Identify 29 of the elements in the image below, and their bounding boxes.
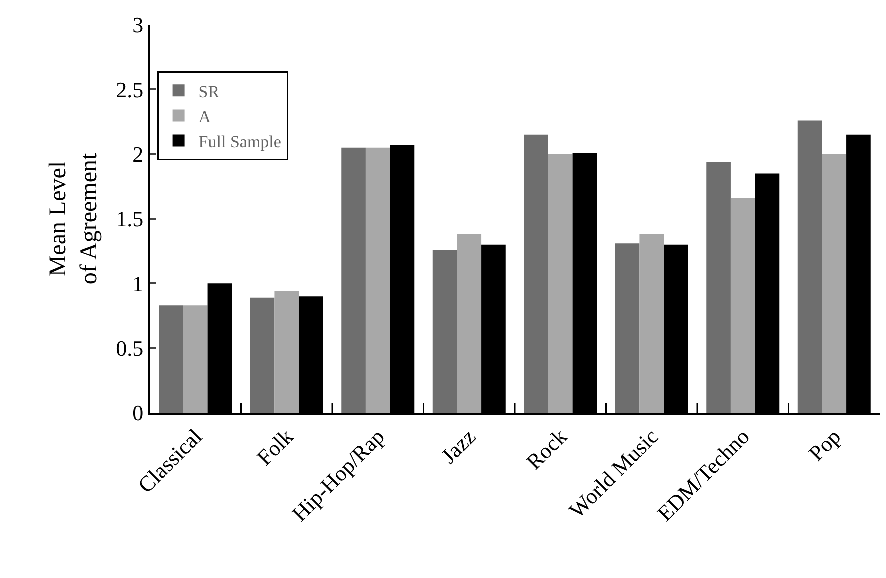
bar <box>730 198 756 413</box>
y-tick-label: 2 <box>132 142 144 168</box>
bar <box>432 250 458 413</box>
bar <box>250 298 275 413</box>
bar <box>640 234 664 413</box>
bar <box>457 234 482 413</box>
bar <box>274 291 300 413</box>
x-tick-label: Jazz <box>436 424 481 468</box>
y-tick-label: 2.5 <box>116 77 144 102</box>
legend-label: SR <box>198 82 220 102</box>
bar <box>159 306 184 413</box>
bar <box>183 306 208 413</box>
bar <box>366 148 390 413</box>
y-tick-label: 3 <box>132 12 144 38</box>
legend-label: Full Sample <box>198 132 282 152</box>
x-tick-label: Pop <box>804 424 846 466</box>
y-tick-label: 1 <box>132 271 144 296</box>
y-tick-label: 0 <box>132 400 144 426</box>
y-tick-label: 1.5 <box>116 206 144 232</box>
bar <box>798 120 822 413</box>
bar <box>524 134 548 413</box>
y-tick-label: 0.5 <box>116 336 144 362</box>
bar <box>822 154 847 413</box>
legend-label: A <box>198 107 212 126</box>
bar <box>342 148 366 413</box>
bar <box>615 244 640 413</box>
bar <box>706 162 731 413</box>
bar <box>548 154 573 413</box>
y-axis-title: Mean Level of Agreement <box>46 153 103 285</box>
